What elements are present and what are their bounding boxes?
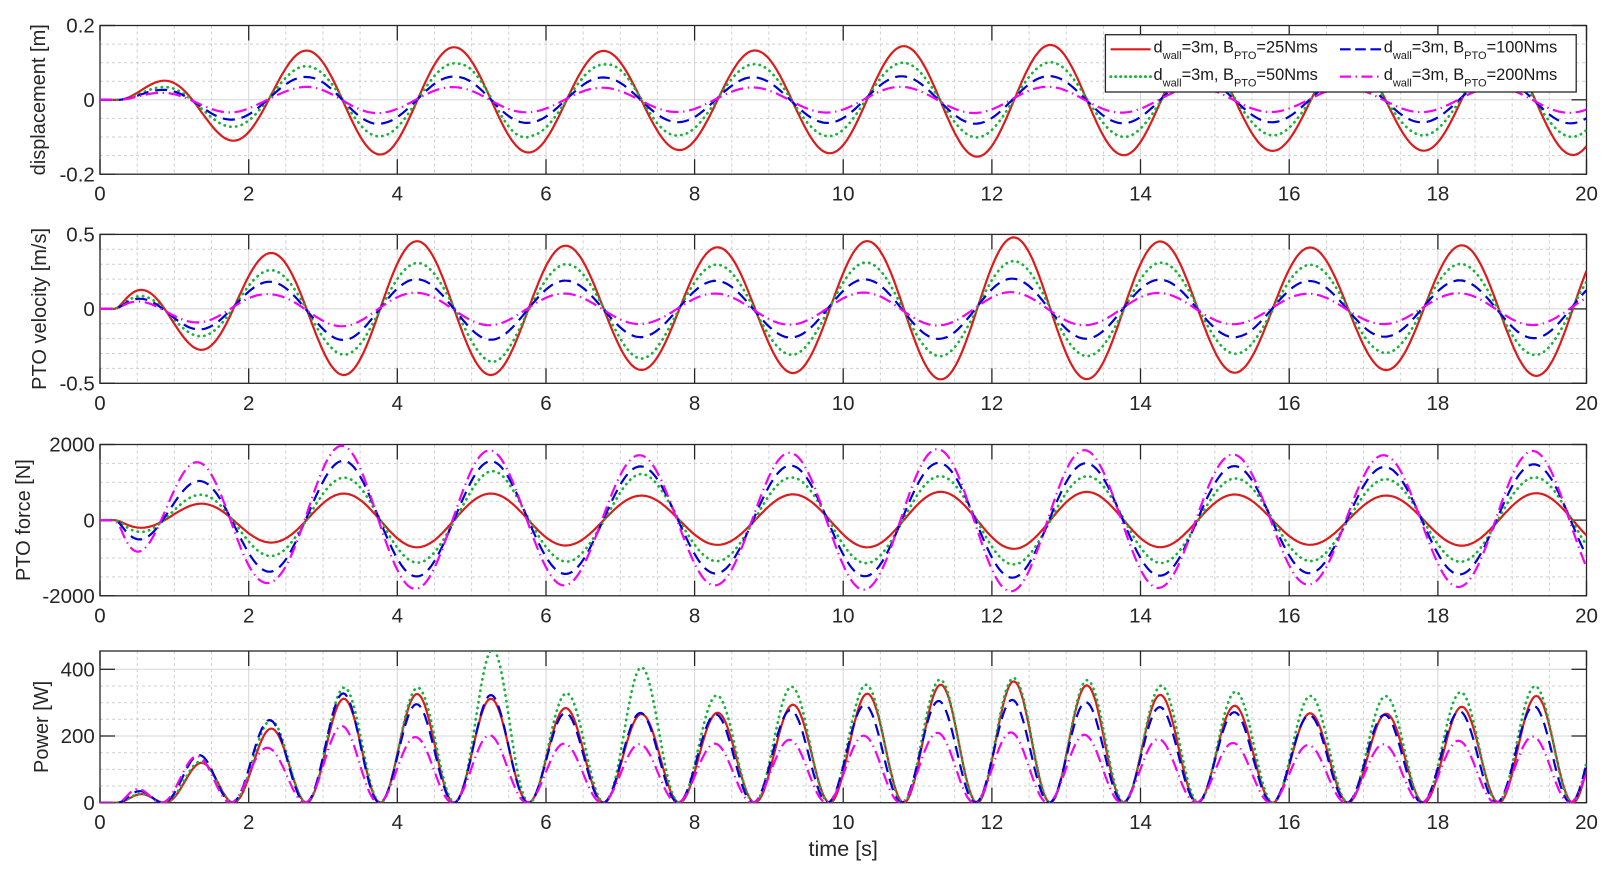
svg-text:2: 2 (243, 811, 254, 834)
svg-text:20: 20 (1575, 392, 1598, 415)
svg-text:displacement [m]: displacement [m] (28, 24, 50, 175)
svg-text:6: 6 (540, 392, 551, 415)
svg-text:12: 12 (980, 392, 1003, 415)
svg-text:12: 12 (980, 183, 1003, 206)
svg-text:2: 2 (243, 392, 254, 415)
svg-text:4: 4 (392, 183, 403, 206)
svg-text:0: 0 (94, 183, 105, 206)
svg-text:10: 10 (832, 392, 855, 415)
svg-text:10: 10 (832, 183, 855, 206)
svg-text:PTO force [N]: PTO force [N] (13, 459, 35, 581)
svg-text:2: 2 (243, 183, 254, 206)
svg-text:16: 16 (1278, 392, 1301, 415)
svg-text:14: 14 (1129, 604, 1152, 627)
svg-text:4: 4 (392, 392, 403, 415)
svg-text:0: 0 (83, 509, 94, 532)
svg-text:8: 8 (689, 811, 700, 834)
svg-text:18: 18 (1426, 392, 1449, 415)
svg-text:0: 0 (94, 811, 105, 834)
svg-text:200: 200 (61, 725, 95, 748)
svg-text:20: 20 (1575, 604, 1598, 627)
svg-text:8: 8 (689, 183, 700, 206)
svg-text:14: 14 (1129, 811, 1152, 834)
svg-text:0.2: 0.2 (66, 15, 95, 38)
svg-text:0: 0 (94, 392, 105, 415)
svg-text:0: 0 (83, 792, 94, 815)
svg-text:10: 10 (832, 604, 855, 627)
svg-text:18: 18 (1426, 811, 1449, 834)
svg-text:18: 18 (1426, 604, 1449, 627)
svg-text:time [s]: time [s] (809, 837, 878, 861)
svg-text:16: 16 (1278, 811, 1301, 834)
svg-text:2: 2 (243, 604, 254, 627)
svg-text:0: 0 (83, 89, 94, 112)
svg-text:0: 0 (83, 298, 94, 321)
svg-text:8: 8 (689, 392, 700, 415)
svg-text:14: 14 (1129, 392, 1152, 415)
svg-text:18: 18 (1426, 183, 1449, 206)
svg-text:-2000: -2000 (42, 585, 94, 608)
svg-text:2000: 2000 (49, 434, 95, 457)
svg-text:dwall=3m, BPTO=25Nms: dwall=3m, BPTO=25Nms (1154, 39, 1318, 63)
svg-text:4: 4 (392, 604, 403, 627)
svg-text:10: 10 (832, 811, 855, 834)
svg-text:16: 16 (1278, 183, 1301, 206)
svg-text:20: 20 (1575, 811, 1598, 834)
svg-text:6: 6 (540, 811, 551, 834)
svg-text:-0.2: -0.2 (59, 163, 94, 186)
svg-text:400: 400 (61, 659, 95, 682)
svg-text:0: 0 (94, 604, 105, 627)
svg-text:12: 12 (980, 604, 1003, 627)
svg-text:20: 20 (1575, 183, 1598, 206)
svg-text:12: 12 (980, 811, 1003, 834)
svg-text:dwall=3m, BPTO=100Nms: dwall=3m, BPTO=100Nms (1384, 39, 1558, 63)
svg-text:14: 14 (1129, 183, 1152, 206)
svg-text:dwall=3m, BPTO=50Nms: dwall=3m, BPTO=50Nms (1154, 66, 1318, 90)
svg-text:16: 16 (1278, 604, 1301, 627)
svg-text:Power [W]: Power [W] (31, 681, 53, 773)
svg-text:-0.5: -0.5 (59, 373, 94, 396)
svg-text:8: 8 (689, 604, 700, 627)
svg-text:6: 6 (540, 183, 551, 206)
svg-text:0.5: 0.5 (66, 224, 95, 247)
svg-text:4: 4 (392, 811, 403, 834)
svg-text:6: 6 (540, 604, 551, 627)
svg-text:PTO velocity [m/s]: PTO velocity [m/s] (29, 228, 51, 390)
svg-text:dwall=3m, BPTO=200Nms: dwall=3m, BPTO=200Nms (1384, 66, 1558, 90)
